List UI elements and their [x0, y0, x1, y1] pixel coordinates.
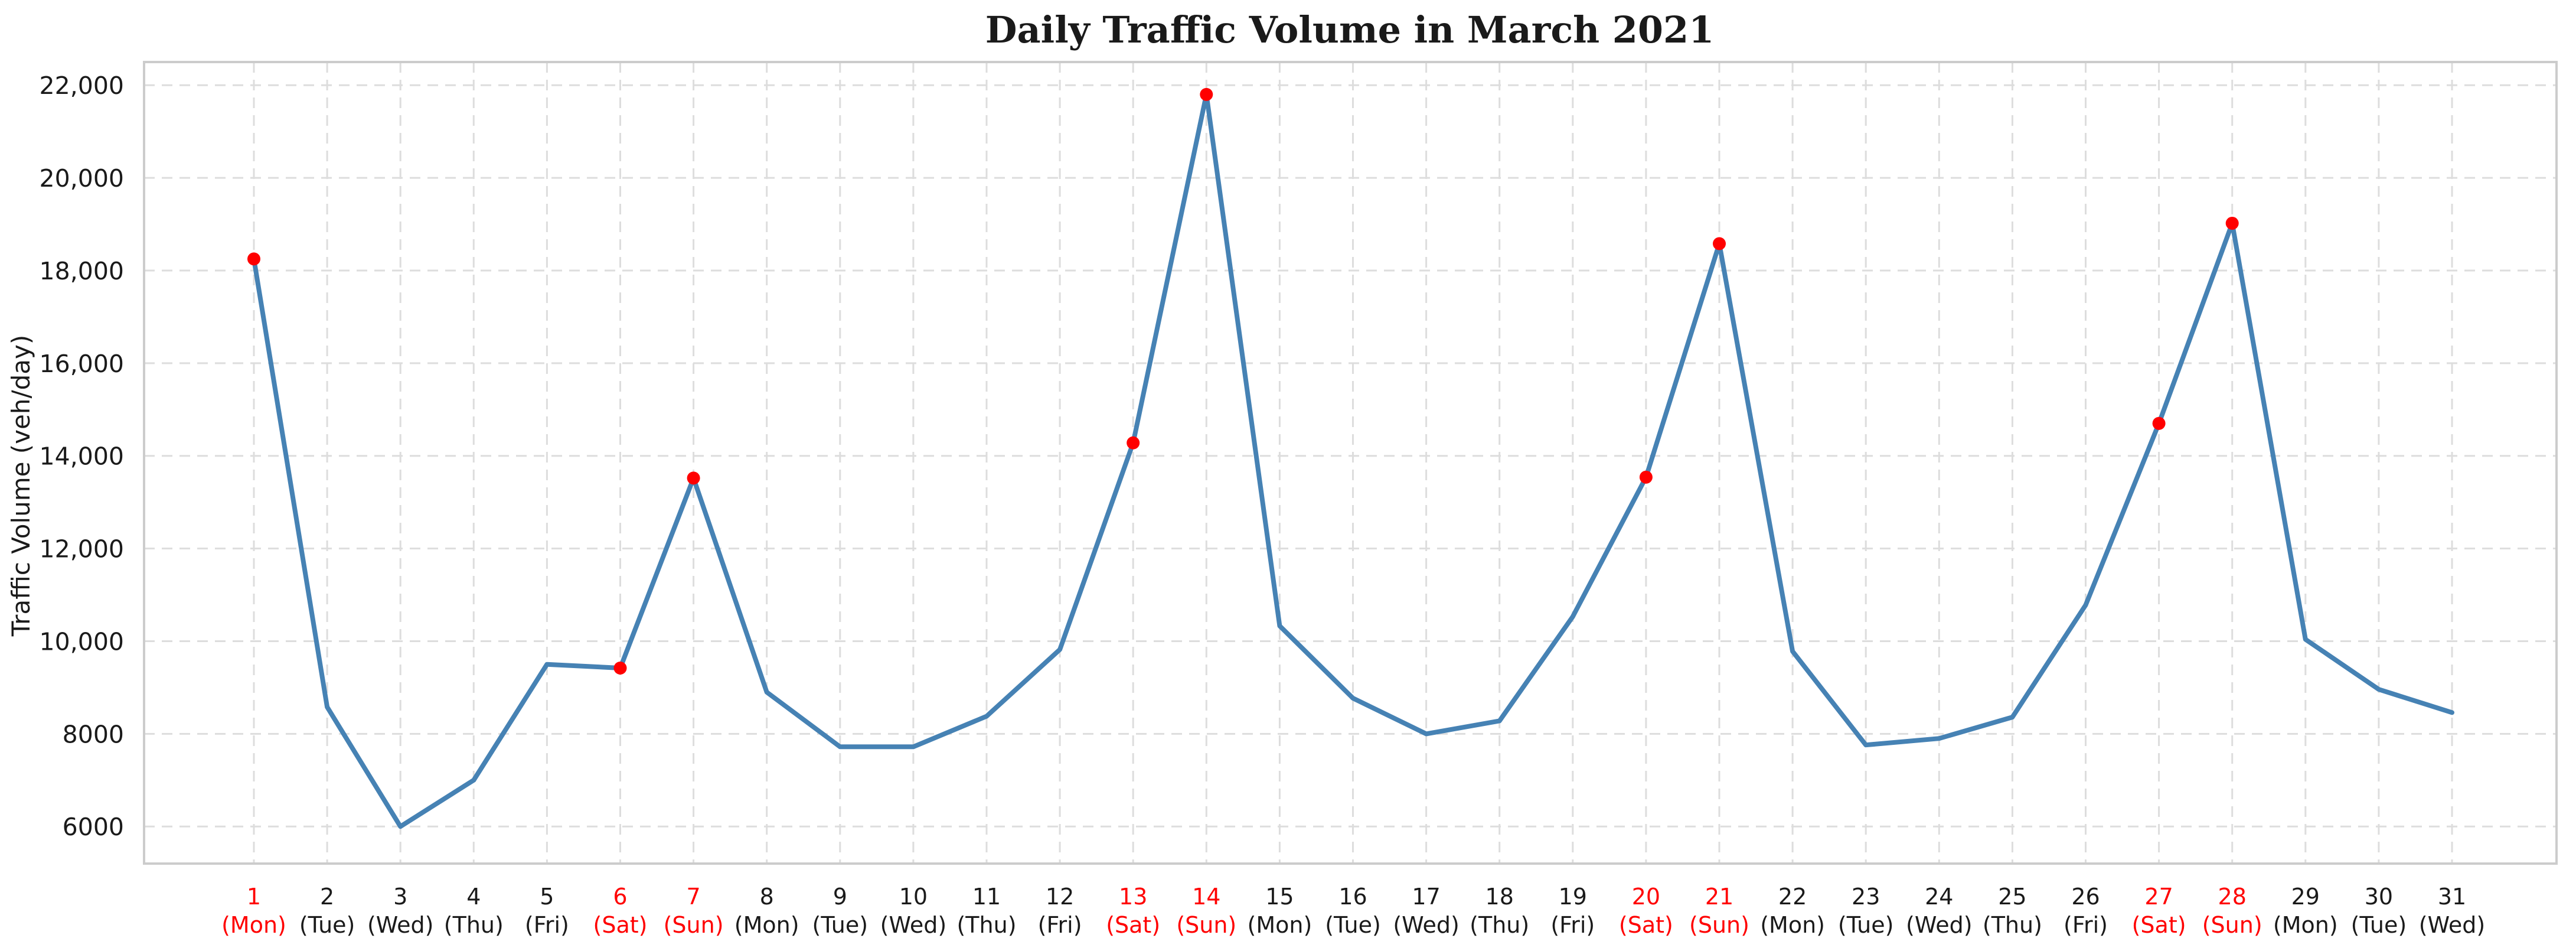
x-tick-label-day: 14: [1192, 884, 1220, 910]
y-tick-label: 8000: [63, 720, 124, 748]
x-tick-label-day: 8: [760, 884, 774, 910]
x-tick-label-day: 23: [1852, 884, 1880, 910]
y-tick-label: 6000: [63, 813, 124, 841]
x-tick-label-weekday: (Fri): [2064, 912, 2108, 938]
x-tick-label-day: 6: [613, 884, 627, 910]
x-tick-label-day: 27: [2144, 884, 2173, 910]
y-tick-label: 16,000: [40, 350, 124, 378]
x-tick-label-day: 9: [833, 884, 847, 910]
plot-frame: [143, 61, 2558, 865]
x-tick-label-day: 19: [1559, 884, 1587, 910]
x-tick-label-weekday: (Wed): [880, 912, 947, 938]
x-tick-label-weekday: (Mon): [1248, 912, 1313, 938]
weekend-point: [613, 661, 627, 675]
x-tick-label-weekday: (Sun): [1176, 912, 1236, 938]
x-tick-label-weekday: (Mon): [2273, 912, 2338, 938]
x-tick-label-day: 7: [687, 884, 701, 910]
y-tick-label: 22,000: [40, 71, 124, 100]
x-tick-label-day: 28: [2218, 884, 2247, 910]
weekend-point: [247, 252, 260, 266]
x-tick-label-day: 18: [1485, 884, 1514, 910]
x-tick-label-day: 30: [2365, 884, 2393, 910]
y-tick-label: 20,000: [40, 164, 124, 193]
x-tick-label-weekday: (Tue): [812, 912, 869, 938]
x-tick-label-day: 20: [1632, 884, 1660, 910]
x-tick-label-weekday: (Mon): [734, 912, 799, 938]
weekend-point: [2225, 216, 2239, 230]
x-tick-label-day: 24: [1925, 884, 1953, 910]
x-tick-label-day: 31: [2438, 884, 2466, 910]
x-tick-label-weekday: (Mon): [1760, 912, 1825, 938]
x-tick-label-day: 22: [1778, 884, 1807, 910]
weekend-point: [1200, 87, 1213, 101]
x-tick-label-day: 11: [972, 884, 1001, 910]
x-tick-label-weekday: (Thu): [444, 912, 504, 938]
x-tick-label-weekday: (Thu): [1470, 912, 1529, 938]
x-tick-label-day: 21: [1705, 884, 1733, 910]
x-tick-label-day: 4: [466, 884, 481, 910]
x-tick-label-weekday: (Thu): [956, 912, 1016, 938]
x-tick-label-day: 15: [1265, 884, 1294, 910]
y-tick-label: 14,000: [40, 442, 124, 471]
x-tick-label-day: 17: [1412, 884, 1440, 910]
chart-title: Daily Traffic Volume in March 2021: [985, 8, 1715, 51]
x-tick-label-day: 29: [2291, 884, 2320, 910]
x-tick-label-weekday: (Fri): [1038, 912, 1082, 938]
weekend-point: [687, 471, 700, 485]
x-tick-label-weekday: (Wed): [2419, 912, 2486, 938]
x-tick-label-weekday: (Wed): [1393, 912, 1460, 938]
weekend-point: [1713, 237, 1726, 250]
x-tick-label-weekday: (Mon): [221, 912, 286, 938]
x-tick-label-day: 5: [540, 884, 554, 910]
y-tick-label: 10,000: [40, 627, 124, 656]
x-tick-label-weekday: (Fri): [1550, 912, 1595, 938]
weekend-point: [2152, 416, 2166, 430]
y-tick-label: 18,000: [40, 257, 124, 285]
x-tick-label-day: 25: [1998, 884, 2026, 910]
x-tick-label-weekday: (Tue): [2351, 912, 2407, 938]
x-tick-label-weekday: (Fri): [525, 912, 569, 938]
x-tick-label-day: 16: [1338, 884, 1367, 910]
x-tick-label-day: 26: [2071, 884, 2100, 910]
x-tick-label-day: 10: [899, 884, 928, 910]
x-tick-label-weekday: (Tue): [1325, 912, 1381, 938]
x-tick-label-weekday: (Sun): [2202, 912, 2262, 938]
x-tick-label-weekday: (Sun): [1689, 912, 1749, 938]
y-tick-label: 12,000: [40, 535, 124, 564]
y-axis-ticks: 6000 8000 10,000 12,000 14,000 16,000 18,000 20…: [40, 71, 124, 841]
x-tick-label-weekday: (Wed): [367, 912, 434, 938]
x-tick-label-weekday: (Thu): [1983, 912, 2042, 938]
x-tick-label-weekday: (Wed): [1906, 912, 1973, 938]
x-tick-label-weekday: (Sat): [1106, 912, 1160, 938]
x-axis-ticks: 1(Mon)2(Tue)3(Wed)4(Thu)5(Fri)6(Sat)7(Su…: [221, 884, 2485, 938]
weekend-point: [1639, 470, 1653, 484]
y-axis-label: Traffic Volume (veh/day): [6, 335, 35, 637]
x-tick-label-weekday: (Sat): [1619, 912, 1673, 938]
x-tick-label-day: 2: [320, 884, 334, 910]
weekend-point: [1127, 436, 1140, 450]
x-tick-label-day: 13: [1119, 884, 1147, 910]
x-tick-label-weekday: (Sat): [2132, 912, 2186, 938]
x-tick-label-weekday: (Tue): [1838, 912, 1894, 938]
x-tick-label-day: 3: [393, 884, 407, 910]
marker-layer: [247, 87, 2239, 675]
x-tick-label-weekday: (Tue): [299, 912, 355, 938]
x-tick-label-weekday: (Sat): [593, 912, 648, 938]
grid-lines: [144, 62, 2557, 864]
x-tick-label-weekday: (Sun): [664, 912, 724, 938]
x-tick-label-day: 1: [247, 884, 261, 910]
x-tick-label-day: 12: [1046, 884, 1074, 910]
